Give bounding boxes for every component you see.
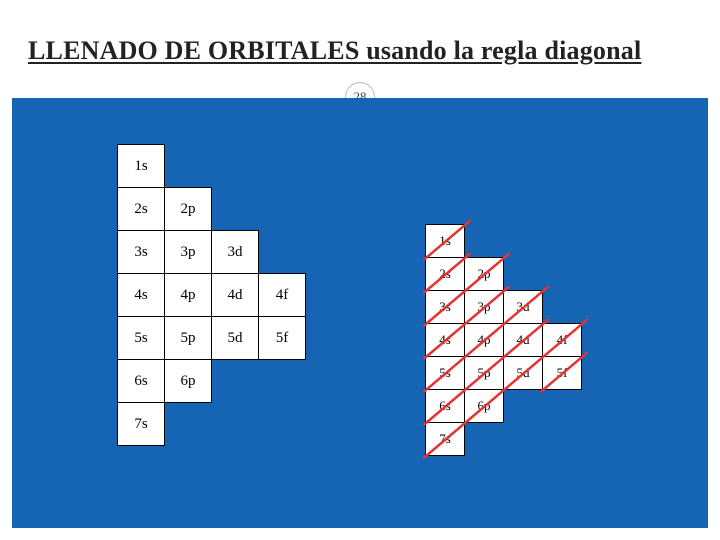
- orbital-cell: 5d: [503, 356, 543, 390]
- orbital-row: 3s3p3d: [426, 291, 582, 324]
- orbital-cell: 3p: [464, 290, 504, 324]
- orbital-cell: 6s: [117, 359, 165, 403]
- orbital-cell: 6p: [164, 359, 212, 403]
- orbital-row: 7s: [426, 423, 582, 456]
- orbital-cell: 3d: [503, 290, 543, 324]
- orbital-row: 3s3p3d: [118, 231, 306, 274]
- orbital-cell: 4p: [464, 323, 504, 357]
- orbital-cell: 2s: [425, 257, 465, 291]
- orbital-cell: 7s: [117, 402, 165, 446]
- orbital-row: 5s5p5d5f: [118, 317, 306, 360]
- orbital-cell: 5s: [117, 316, 165, 360]
- orbital-cell: 2s: [117, 187, 165, 231]
- orbital-row: 4s4p4d4f: [118, 274, 306, 317]
- orbital-cell: 3s: [425, 290, 465, 324]
- orbital-cell: 5f: [258, 316, 306, 360]
- page-title: LLENADO DE ORBITALES usando la regla dia…: [28, 36, 641, 66]
- orbital-cell: 3s: [117, 230, 165, 274]
- orbital-cell: 4d: [211, 273, 259, 317]
- orbital-row: 2s2p: [118, 188, 306, 231]
- slide: LLENADO DE ORBITALES usando la regla dia…: [0, 0, 720, 540]
- orbital-table-right: 1s2s2p3s3p3d4s4p4d4f5s5p5d5f6s6p7s: [426, 225, 582, 456]
- orbital-cell: 4s: [425, 323, 465, 357]
- orbital-row: 7s: [118, 403, 306, 446]
- orbital-cell: 4s: [117, 273, 165, 317]
- orbital-cell: 6s: [425, 389, 465, 423]
- orbital-row: 1s: [426, 225, 582, 258]
- orbital-cell: 5d: [211, 316, 259, 360]
- orbital-cell: 5f: [542, 356, 582, 390]
- orbital-table-left: 1s2s2p3s3p3d4s4p4d4f5s5p5d5f6s6p7s: [118, 145, 306, 446]
- orbital-row: 4s4p4d4f: [426, 324, 582, 357]
- orbital-row: 1s: [118, 145, 306, 188]
- orbital-row: 6s6p: [426, 390, 582, 423]
- orbital-cell: 2p: [164, 187, 212, 231]
- orbital-cell: 5s: [425, 356, 465, 390]
- orbital-cell: 2p: [464, 257, 504, 291]
- orbital-row: 6s6p: [118, 360, 306, 403]
- orbital-cell: 3d: [211, 230, 259, 274]
- orbital-row: 2s2p: [426, 258, 582, 291]
- orbital-cell: 4d: [503, 323, 543, 357]
- orbital-cell: 7s: [425, 422, 465, 456]
- orbital-cell: 5p: [464, 356, 504, 390]
- orbital-cell: 4f: [542, 323, 582, 357]
- orbital-cell: 5p: [164, 316, 212, 360]
- orbital-row: 5s5p5d5f: [426, 357, 582, 390]
- orbital-cell: 3p: [164, 230, 212, 274]
- orbital-cell: 4f: [258, 273, 306, 317]
- orbital-cell: 6p: [464, 389, 504, 423]
- orbital-cell: 4p: [164, 273, 212, 317]
- orbital-cell: 1s: [117, 144, 165, 188]
- orbital-cell: 1s: [425, 224, 465, 258]
